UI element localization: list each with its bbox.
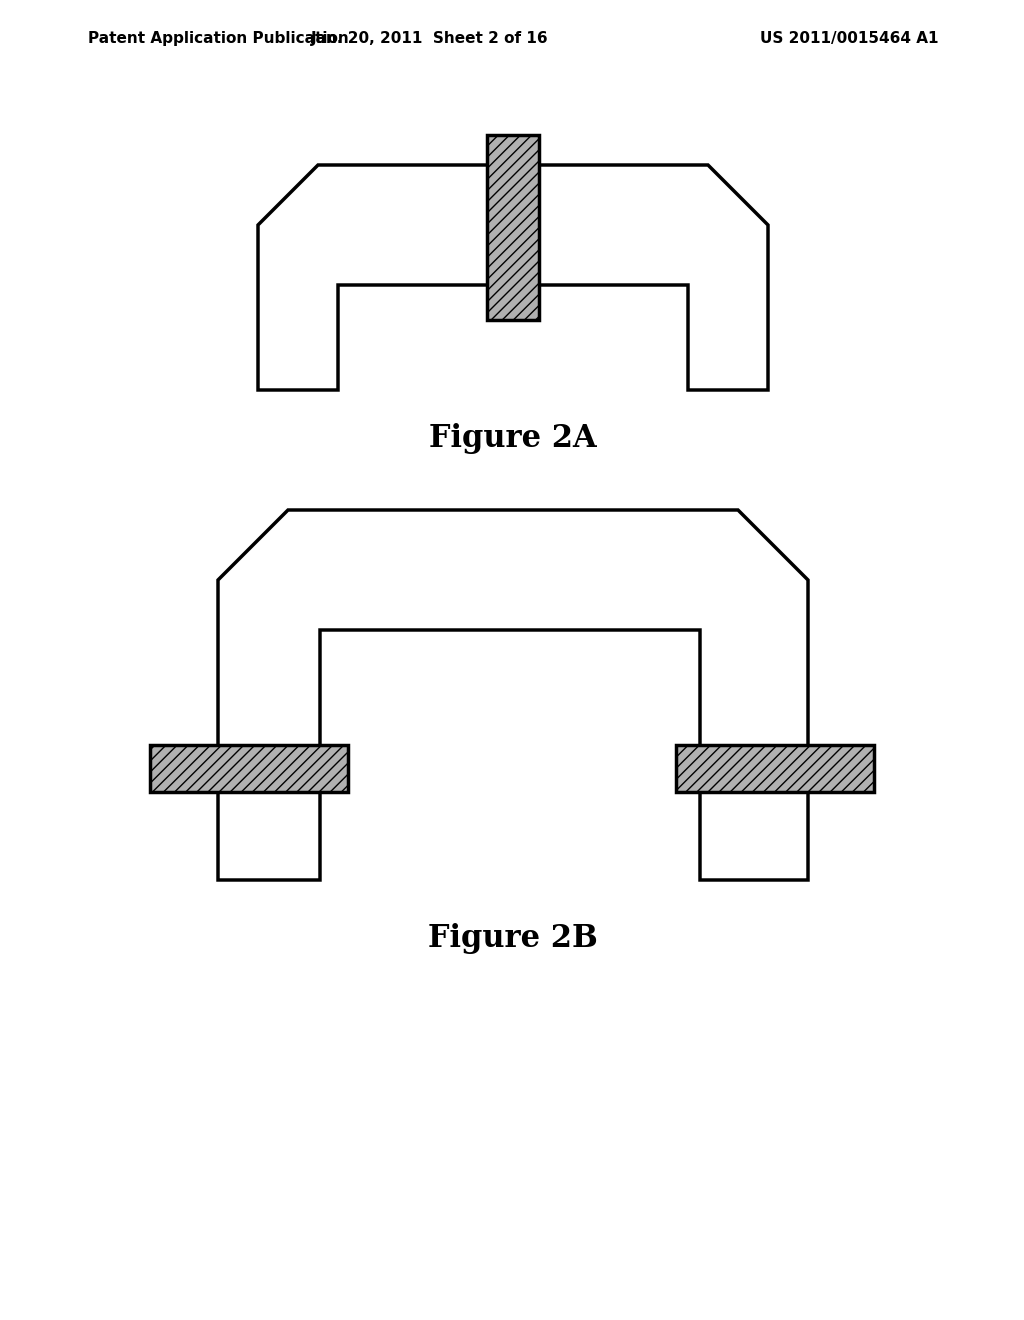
Bar — [487, 135, 539, 319]
Bar — [150, 744, 348, 792]
Text: US 2011/0015464 A1: US 2011/0015464 A1 — [760, 30, 939, 45]
Bar — [676, 744, 874, 792]
Text: Jan. 20, 2011  Sheet 2 of 16: Jan. 20, 2011 Sheet 2 of 16 — [311, 30, 549, 45]
Text: Patent Application Publication: Patent Application Publication — [88, 30, 349, 45]
Bar — [676, 744, 874, 792]
Polygon shape — [218, 510, 808, 880]
Bar — [150, 744, 348, 792]
Polygon shape — [258, 165, 768, 389]
Text: Figure 2B: Figure 2B — [428, 923, 598, 953]
Text: Figure 2A: Figure 2A — [429, 422, 597, 454]
Bar — [487, 135, 539, 319]
